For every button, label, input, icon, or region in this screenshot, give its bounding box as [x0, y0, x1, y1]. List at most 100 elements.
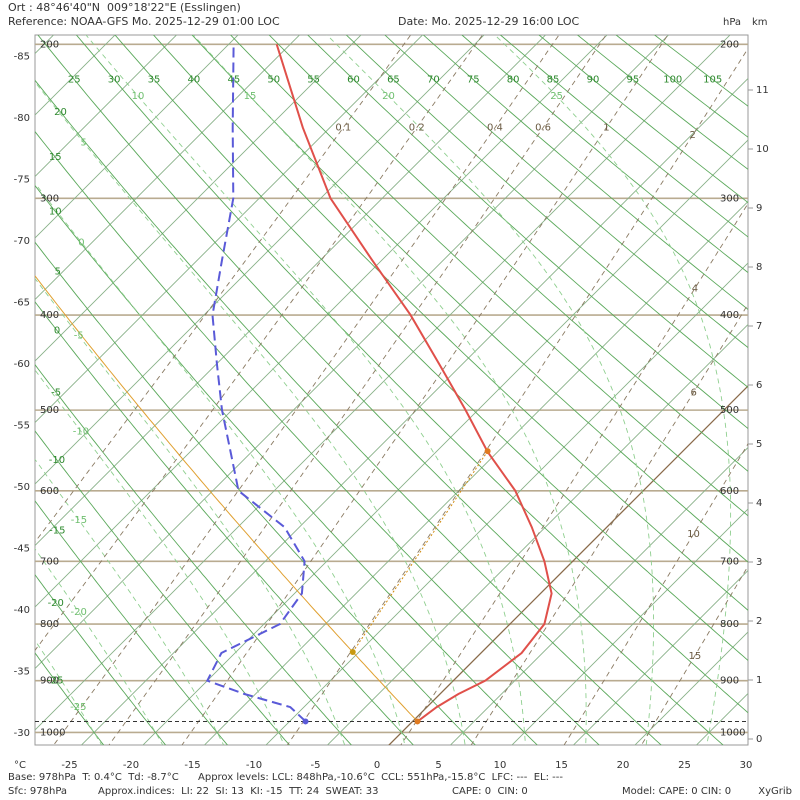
grid-layer [35, 35, 748, 745]
dry-adiabat [35, 130, 600, 745]
pressure-label-right: 600 [720, 486, 739, 497]
pressure-label-left: 300 [40, 193, 59, 204]
isotherm [203, 200, 748, 745]
dry-adiabat-label: -10 [49, 455, 65, 466]
dry-adiabat-label: 25 [68, 74, 81, 85]
dry-adiabat-label: -15 [49, 526, 65, 537]
moist-adiabat-label: 20 [382, 91, 395, 102]
isotherm [35, 35, 301, 301]
mixing-ratio-line [181, 35, 669, 745]
pressure-label-right: 1000 [720, 727, 745, 738]
mixing-ratio-label: 0.4 [487, 123, 503, 134]
height-label: 5 [756, 439, 762, 450]
dry-adiabat [229, 35, 748, 517]
isotherm-label-bottom: 25 [678, 760, 691, 771]
mixing-ratio-line [35, 35, 412, 543]
dry-adiabat [191, 35, 748, 563]
isotherm [80, 77, 748, 745]
pressure-label-right: 400 [720, 310, 739, 321]
dry-adiabat [35, 184, 538, 745]
isotherm-label-left: -60 [14, 359, 30, 370]
height-label: 3 [756, 557, 762, 568]
isotherm-label-bottom: 20 [617, 760, 630, 771]
isotherm-label-bottom: -15 [184, 760, 200, 771]
dry-adiabat [35, 574, 167, 745]
dry-adiabat-label: 5 [55, 267, 61, 278]
isotherm-label-bottom: -25 [61, 760, 77, 771]
moist-adiabat-label: -15 [71, 515, 87, 526]
date: Date: Mo. 2025-12-29 16:00 LOC [398, 15, 580, 28]
pressure-label-right: 200 [720, 39, 739, 50]
isotherm-label-left: -45 [14, 544, 30, 555]
pressure-label-left: 800 [40, 619, 59, 630]
dry-adiabat-label: 70 [427, 74, 440, 85]
moist-adiabat-label: 5 [80, 138, 86, 149]
isotherm-label-bottom: 15 [555, 760, 568, 771]
moist-adiabat-label: 10 [132, 91, 145, 102]
moist-adiabat-label: -20 [71, 607, 87, 618]
mixing-ratio-label: 0.6 [535, 123, 551, 134]
moist-adiabat-label: -5 [74, 331, 84, 342]
mixing-ratio-label: 2 [689, 130, 695, 141]
pressure-label-left: 500 [40, 405, 59, 416]
pressure-label-left: 200 [40, 39, 59, 50]
mixing-ratio-label: 10 [687, 529, 700, 540]
mixing-ratio-line [35, 35, 484, 652]
height-unit: km [752, 17, 768, 28]
pressure-label-right: 900 [720, 676, 739, 687]
ccl-dot [484, 448, 491, 455]
isotherm-label-left: -75 [14, 175, 30, 186]
plot-frame [34, 34, 749, 746]
isotherm [142, 139, 748, 745]
mixing-ratio-line [108, 35, 607, 745]
isotherm-label-left: -35 [14, 667, 30, 678]
lcl-dot [349, 648, 356, 655]
dry-adiabat-label: 85 [547, 74, 560, 85]
moist-adiabat-label: -25 [70, 702, 86, 713]
pressure-label-left: 1000 [40, 727, 65, 738]
isotherm [265, 262, 748, 745]
dry-adiabat-label: 60 [347, 74, 360, 85]
dry-adiabat [35, 301, 414, 745]
pressure-label-right: 500 [720, 405, 739, 416]
isotherm-label-left: -65 [14, 298, 30, 309]
isotherm-label-bottom: 0 [374, 760, 380, 771]
isotherm [35, 35, 178, 178]
isotherm-label-left: -40 [14, 605, 30, 616]
dry-adiabat [35, 363, 352, 745]
dry-adiabat-label: 20 [54, 107, 67, 118]
moist-adiabat [326, 35, 655, 745]
isotherm-label-left: -30 [14, 728, 30, 739]
mixing-ratio-label: 0.1 [335, 123, 351, 134]
isotherm [572, 569, 748, 745]
isotherm-label-left: -55 [14, 421, 30, 432]
isotherm [511, 508, 748, 745]
mixing-ratio-line [563, 442, 748, 745]
dry-adiabat [307, 35, 748, 430]
height-label: 7 [756, 321, 762, 332]
pressure-label-left: 700 [40, 556, 59, 567]
dewpoint-line [205, 44, 307, 723]
isotherm [35, 35, 608, 608]
dry-adiabat [35, 652, 105, 745]
height-label: 2 [756, 616, 762, 627]
isotherm [388, 385, 748, 745]
isotherm-label-left: -80 [14, 113, 30, 124]
isotherm-label-bottom: -20 [123, 760, 139, 771]
moist-adiabat [35, 81, 466, 745]
mixing-ratio-label: 0.2 [409, 123, 425, 134]
dry-adiabat-label: -20 [48, 598, 64, 609]
dry-adiabat [35, 241, 476, 745]
dry-adiabat-label: 40 [188, 74, 201, 85]
mixing-ratio-label: 15 [688, 651, 701, 662]
dry-adiabat [268, 35, 748, 472]
temperature-line [275, 44, 553, 723]
moist-adiabat-label: 0 [78, 237, 84, 248]
dry-adiabat-label: 95 [626, 74, 639, 85]
footer-base: Base: 978hPa T: 0.4°C Td: -8.7°C [8, 772, 179, 783]
dry-adiabat-label: 15 [49, 152, 62, 163]
height-label: 10 [756, 144, 769, 155]
reference: Reference: NOAA-GFS Mo. 2025-12-29 01:00… [8, 15, 280, 28]
